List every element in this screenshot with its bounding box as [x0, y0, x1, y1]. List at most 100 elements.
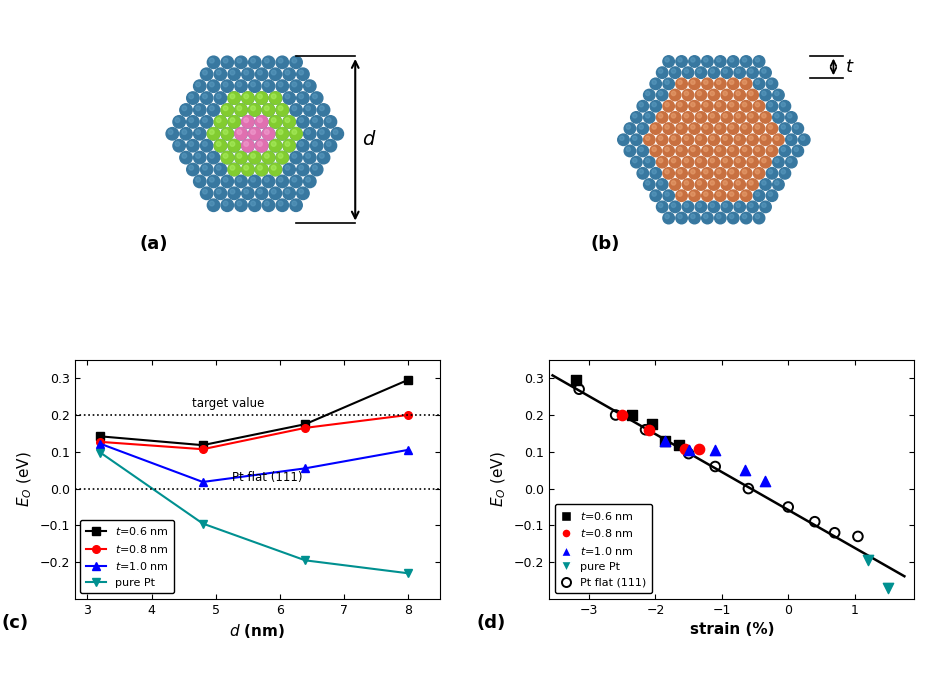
Circle shape	[215, 139, 227, 152]
Circle shape	[299, 189, 303, 194]
Circle shape	[697, 136, 702, 141]
$t$=0.6 nm	[402, 376, 413, 384]
Circle shape	[235, 56, 247, 69]
Circle shape	[690, 170, 695, 174]
Circle shape	[221, 175, 233, 188]
Circle shape	[262, 104, 274, 116]
Circle shape	[723, 158, 728, 163]
$t$=0.6 nm	[197, 441, 208, 449]
Circle shape	[299, 166, 303, 170]
Circle shape	[303, 104, 316, 116]
Circle shape	[311, 164, 323, 176]
Circle shape	[270, 92, 282, 104]
Circle shape	[677, 125, 682, 129]
Circle shape	[262, 104, 274, 116]
Circle shape	[697, 92, 702, 96]
Circle shape	[230, 189, 235, 194]
Circle shape	[708, 67, 719, 79]
Circle shape	[766, 190, 778, 201]
Circle shape	[215, 164, 227, 176]
Circle shape	[652, 170, 656, 174]
Circle shape	[677, 147, 682, 151]
Circle shape	[235, 151, 247, 164]
Circle shape	[228, 68, 241, 81]
Circle shape	[746, 67, 759, 79]
Circle shape	[689, 190, 701, 201]
Circle shape	[196, 177, 201, 182]
Circle shape	[188, 166, 193, 170]
Circle shape	[768, 125, 773, 129]
pure Pt	[881, 583, 896, 594]
Circle shape	[743, 192, 746, 197]
Circle shape	[244, 94, 248, 99]
Circle shape	[715, 190, 726, 201]
Circle shape	[264, 130, 269, 135]
Circle shape	[779, 168, 790, 179]
Circle shape	[188, 118, 193, 122]
Circle shape	[663, 56, 675, 67]
Circle shape	[201, 116, 213, 128]
Circle shape	[201, 187, 213, 200]
Circle shape	[708, 156, 719, 168]
Circle shape	[708, 112, 719, 123]
Circle shape	[248, 128, 261, 140]
Circle shape	[665, 170, 669, 174]
Circle shape	[734, 156, 745, 168]
Circle shape	[792, 145, 803, 157]
Circle shape	[235, 175, 247, 188]
Circle shape	[743, 147, 746, 151]
Circle shape	[272, 70, 276, 75]
Circle shape	[237, 106, 242, 110]
Circle shape	[285, 94, 290, 99]
Circle shape	[787, 114, 792, 118]
Circle shape	[264, 106, 269, 110]
Circle shape	[657, 134, 668, 145]
Circle shape	[270, 187, 282, 200]
Circle shape	[675, 212, 688, 224]
Circle shape	[283, 116, 296, 128]
Circle shape	[682, 134, 694, 145]
Circle shape	[690, 192, 695, 197]
$t$=0.8 nm	[299, 424, 311, 432]
Legend: $t$=0.6 nm, $t$=0.8 nm, $t$=1.0 nm, pure Pt: $t$=0.6 nm, $t$=0.8 nm, $t$=1.0 nm, pure…	[80, 520, 174, 594]
Circle shape	[272, 141, 276, 146]
Circle shape	[276, 104, 288, 116]
Circle shape	[303, 175, 316, 188]
Circle shape	[633, 158, 637, 163]
Circle shape	[639, 125, 644, 129]
Circle shape	[728, 212, 739, 224]
Circle shape	[697, 181, 702, 185]
Circle shape	[715, 123, 726, 135]
Circle shape	[695, 201, 706, 213]
Circle shape	[270, 139, 282, 152]
Circle shape	[207, 151, 220, 164]
Circle shape	[672, 203, 675, 207]
Circle shape	[734, 112, 745, 123]
Circle shape	[193, 80, 206, 92]
Circle shape	[786, 112, 797, 123]
Circle shape	[650, 168, 661, 179]
Circle shape	[801, 136, 805, 141]
Circle shape	[756, 147, 759, 151]
Circle shape	[264, 59, 269, 63]
Circle shape	[223, 201, 228, 206]
Circle shape	[756, 125, 759, 129]
Circle shape	[620, 136, 624, 141]
Circle shape	[734, 90, 745, 101]
Circle shape	[703, 102, 708, 107]
Circle shape	[689, 123, 701, 135]
Circle shape	[657, 179, 668, 190]
Circle shape	[774, 92, 779, 96]
Circle shape	[228, 164, 241, 176]
Circle shape	[256, 92, 268, 104]
Circle shape	[230, 141, 235, 146]
Circle shape	[258, 94, 262, 99]
Circle shape	[258, 94, 262, 99]
Circle shape	[209, 59, 215, 63]
Circle shape	[244, 118, 248, 122]
Circle shape	[766, 145, 778, 157]
Circle shape	[196, 82, 201, 87]
Circle shape	[652, 147, 656, 151]
Circle shape	[207, 128, 220, 140]
Circle shape	[223, 106, 228, 110]
